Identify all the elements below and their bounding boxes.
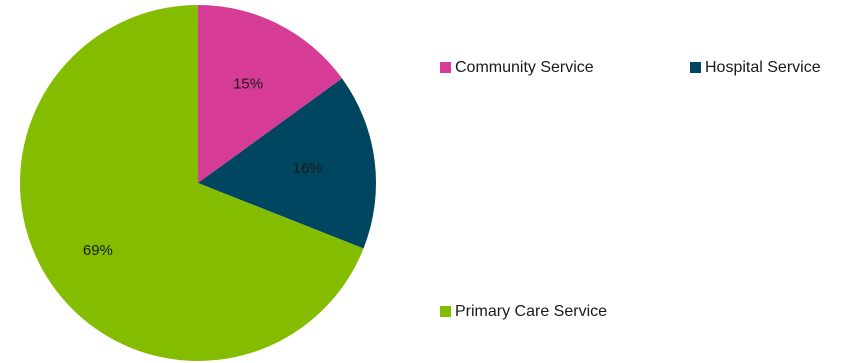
slice-labels: 15% 16% 69%: [83, 76, 323, 259]
legend-swatch: [440, 306, 451, 317]
pie-slice-community-service: [198, 5, 343, 183]
legend-item: Hospital Service: [690, 59, 821, 76]
slice-value-label: 15%: [233, 76, 263, 93]
pie-slice-primary-care-service: [20, 5, 364, 361]
legend-item: Primary Care Service: [440, 303, 607, 320]
legend-swatch: [690, 62, 701, 73]
slice-value-label: 69%: [83, 242, 113, 259]
legend-label: Community Service: [455, 59, 594, 76]
legend-label: Hospital Service: [705, 59, 821, 76]
slice-value-label: 16%: [292, 160, 322, 177]
legend: Community Service Hospital Service Primary…: [440, 59, 821, 320]
legend-swatch: [440, 62, 451, 73]
pie-slice-hospital-service: [198, 78, 377, 249]
legend-item: Community Service: [440, 59, 594, 76]
pie-slices: [20, 5, 377, 361]
legend-label: Primary Care Service: [455, 303, 607, 320]
